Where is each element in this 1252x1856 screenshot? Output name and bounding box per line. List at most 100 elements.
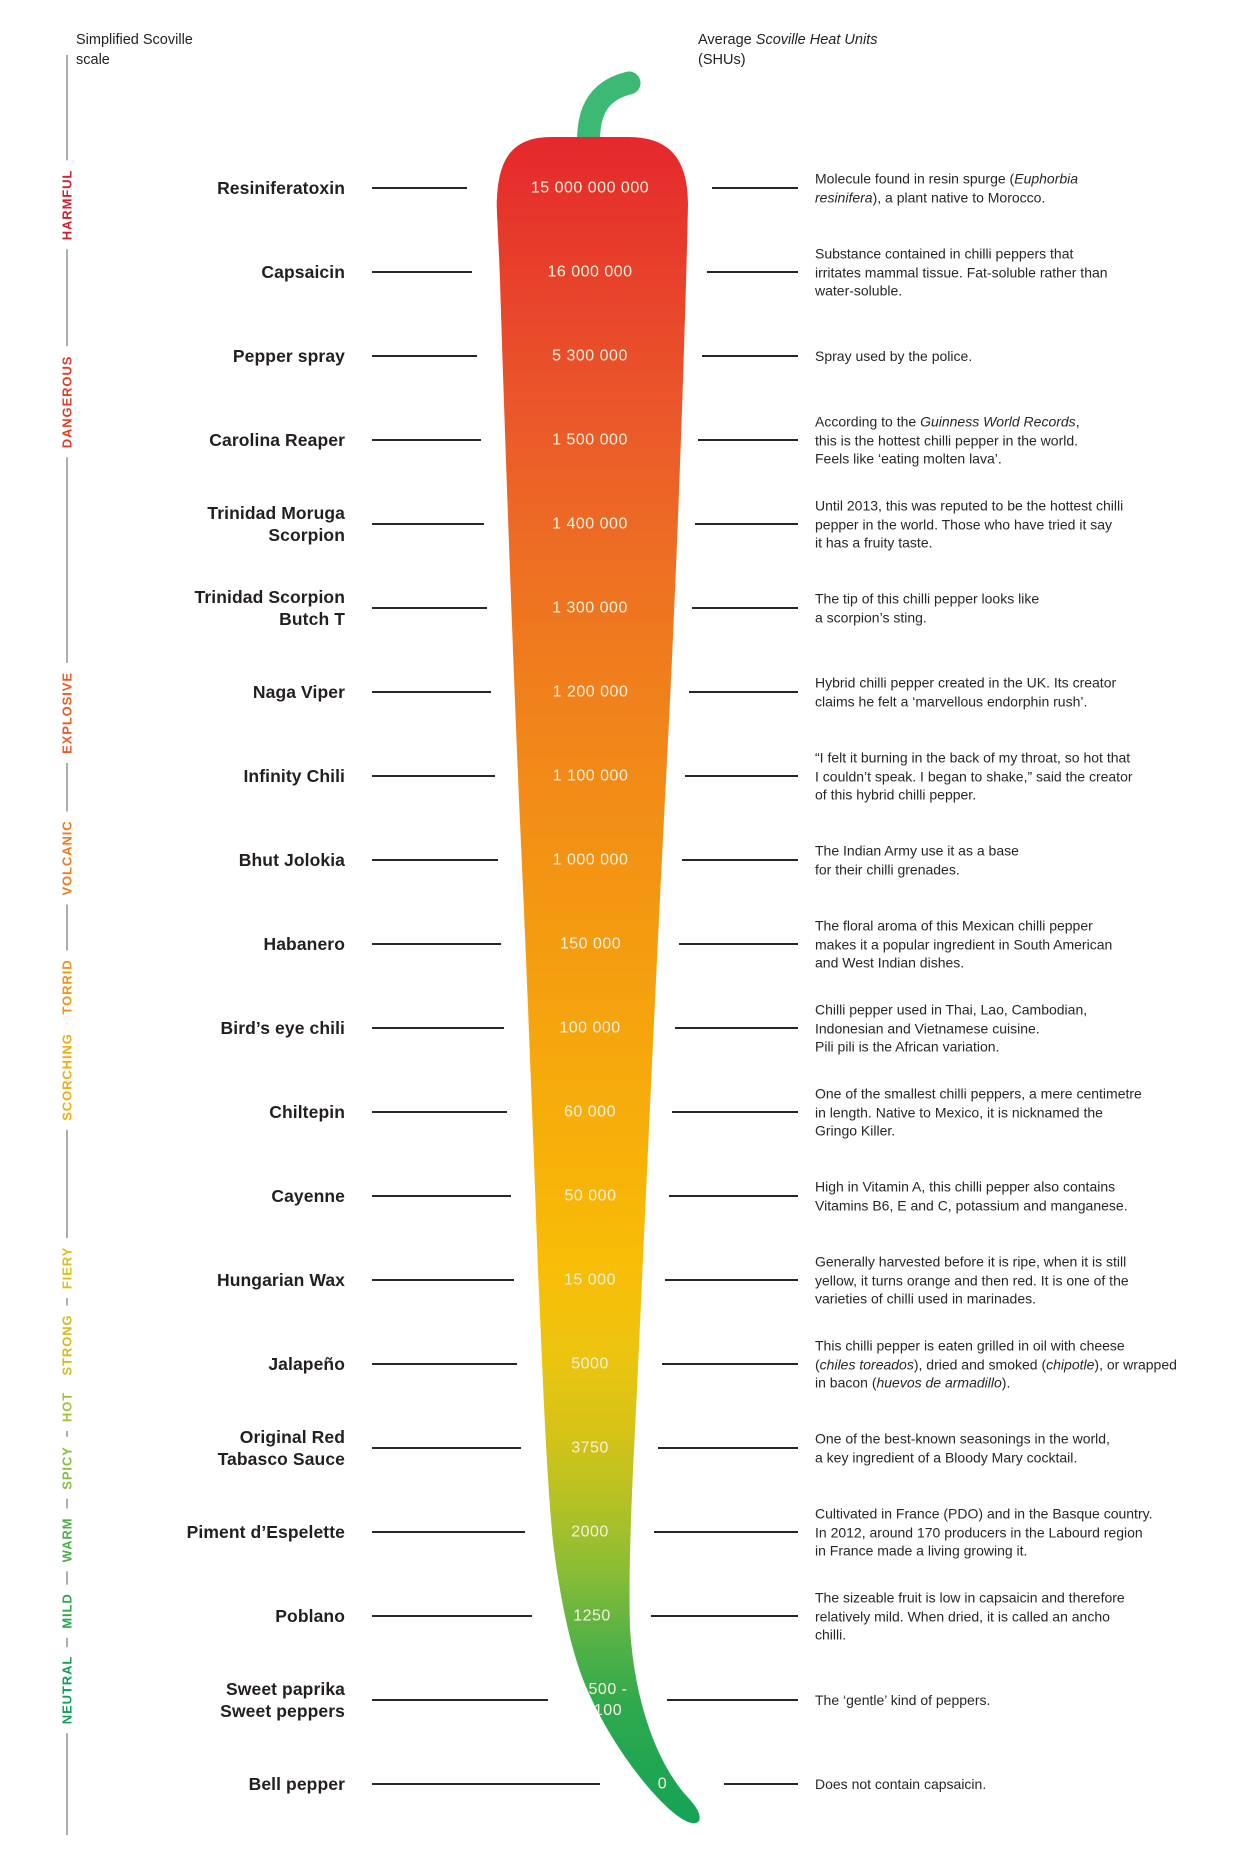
connector-line-left [372,775,495,777]
scale-label: HARMFUL [59,160,75,250]
connector-line-right [665,1279,798,1281]
connector-line-left [372,1195,511,1197]
connector-line-left [372,1531,525,1533]
connector-line-left [372,1111,507,1113]
item-name: Trinidad Moruga Scorpion [207,503,345,545]
shu-value: 15 000 [564,1271,616,1289]
item-description: According to the Guinness World Records,… [815,413,1080,467]
item-description: One of the best-known seasonings in the … [815,1430,1110,1466]
connector-line-left [372,271,472,273]
shu-value: 1 200 000 [552,683,629,701]
connector-line-right [675,1027,798,1029]
item-name: Pepper spray [232,346,345,366]
item-name: Poblano [275,1606,345,1626]
item-description: Cultivated in France (PDO) and in the Ba… [815,1505,1153,1559]
connector-line-left [372,187,467,189]
connector-line-right [672,1111,798,1113]
item-name: Jalapeño [268,1354,345,1374]
scale-label: NEUTRAL [59,1646,75,1734]
connector-line-right [689,691,798,693]
shu-value: 1 000 000 [552,851,629,869]
shu-value: 1 300 000 [552,599,628,617]
item-description: High in Vitamin A, this chilli pepper al… [815,1178,1128,1214]
item-description: The floral aroma of this Mexican chilli … [815,917,1113,971]
shu-value: 500 - 100 [588,1681,628,1719]
connector-line-left [372,1279,514,1281]
connector-line-left [372,1447,521,1449]
item-name: Infinity Chili [243,766,345,786]
item-name: Trinidad Scorpion Butch T [194,587,345,629]
connector-line-left [372,943,501,945]
item-description: The sizeable fruit is low in capsaicin a… [815,1589,1125,1643]
item-description: The tip of this chilli pepper looks like… [815,590,1040,626]
shu-value: 1250 [573,1607,611,1625]
connector-line-right [695,523,798,525]
scale-label: HOT [59,1382,75,1432]
item-name: Carolina Reaper [209,430,345,450]
connector-line-right [658,1447,798,1449]
connector-line-left [372,355,477,357]
connector-line-right [712,187,798,189]
shu-value: 100 000 [559,1019,621,1037]
item-name: Original Red Tabasco Sauce [217,1427,345,1469]
connector-line-right [698,439,798,441]
shu-value: 150 000 [559,935,622,953]
item-name: Bird’s eye chili [220,1018,345,1038]
connector-line-left [372,439,481,441]
item-name: Piment d’Espelette [186,1522,345,1542]
item-description: Hybrid chilli pepper created in the UK. … [815,674,1117,710]
scale-label: SCORCHING [59,1024,75,1130]
connector-line-left [372,1783,600,1785]
item-description: Until 2013, this was reputed to be the h… [815,497,1124,551]
connector-line-right [724,1783,798,1785]
scale-label: EXPLOSIVE [59,663,75,763]
connector-line-right [669,1195,798,1197]
item-name: Naga Viper [252,682,345,702]
item-name: Sweet paprika Sweet peppers [220,1679,345,1721]
shu-value: 2000 [571,1523,609,1541]
item-name: Bell pepper [248,1774,345,1794]
right-axis-title: Average Scoville Heat Units (SHUs) [698,32,878,68]
item-description: Does not contain capsaicin. [815,1775,987,1792]
shu-value: 15 000 000 000 [530,179,650,197]
connector-line-right [702,355,798,357]
scale-label: VOLCANIC [59,811,75,905]
connector-line-right [692,607,798,609]
scale-label: DANGEROUS [59,346,75,458]
connector-line-left [372,1615,532,1617]
connector-line-left [372,607,487,609]
item-name: Hungarian Wax [216,1270,345,1290]
item-name: Habanero [263,934,345,954]
scale-label: FIERY [59,1237,75,1299]
connector-line-left [372,1363,517,1365]
item-description: Spray used by the police. [815,347,973,364]
shu-value: 1 500 000 [552,431,628,449]
pepper-body [496,137,700,1824]
shu-value: 60 000 [564,1103,616,1121]
scale-label: WARM [59,1508,75,1572]
connector-line-right [707,271,798,273]
shu-value: 50 000 [564,1187,617,1205]
connector-line-right [654,1531,798,1533]
connector-line-right [662,1363,798,1365]
connector-line-right [679,943,798,945]
item-name: Capsaicin [261,262,345,282]
connector-line-right [685,775,798,777]
scale-label: TORRID [59,950,75,1024]
shu-value: 1 400 000 [552,515,628,533]
scale-axis-line [66,55,68,1835]
item-description: The ‘gentle’ kind of peppers. [815,1691,991,1708]
shu-value: 1 100 000 [552,767,629,785]
item-name: Resiniferatoxin [217,178,345,198]
connector-line-left [372,691,491,693]
item-description: Molecule found in resin spurge (Euphorbi… [815,170,1079,206]
shu-value: 0 [657,1775,668,1793]
connector-line-left [372,1699,548,1701]
item-description: Chilli pepper used in Thai, Lao, Cambodi… [815,1001,1088,1055]
shu-value: 3750 [571,1439,609,1457]
shu-value: 5 300 000 [552,347,628,365]
item-description: Generally harvested before it is ripe, w… [815,1253,1129,1307]
connector-line-right [651,1615,798,1617]
connector-line-right [667,1699,798,1701]
